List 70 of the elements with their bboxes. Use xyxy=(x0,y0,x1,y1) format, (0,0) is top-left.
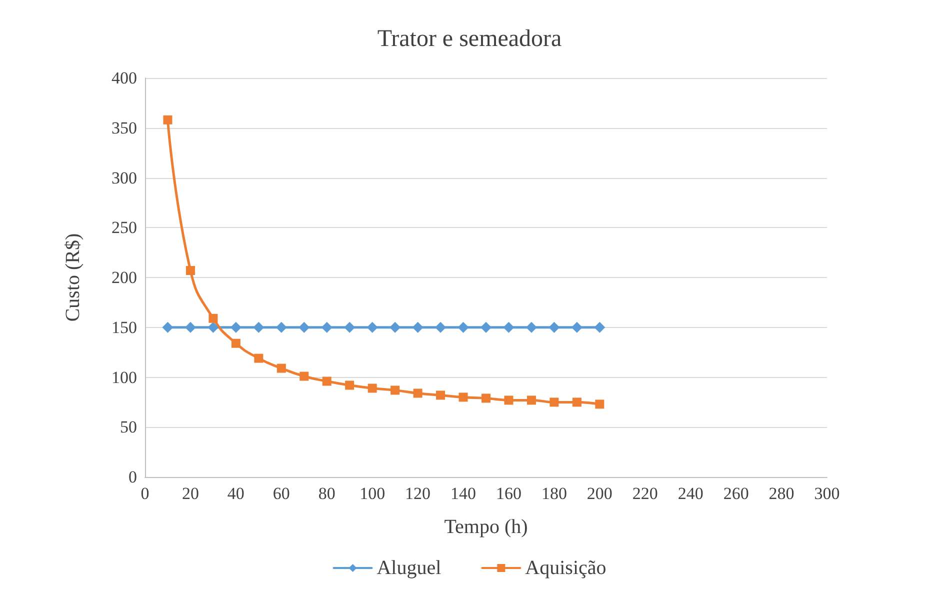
y-tick-label: 150 xyxy=(112,318,137,337)
point xyxy=(572,398,582,407)
point xyxy=(504,396,514,405)
y-axis-title: Custo (R$) xyxy=(62,233,84,322)
point xyxy=(595,400,604,409)
chart-title: Trator e semeadora xyxy=(377,26,562,52)
point xyxy=(366,322,378,333)
point xyxy=(548,322,560,333)
point xyxy=(208,314,218,323)
point xyxy=(458,322,469,333)
x-tick-label: 100 xyxy=(360,484,386,503)
x-tick-label: 40 xyxy=(227,484,244,503)
y-tick-label: 250 xyxy=(112,218,137,238)
legend-label: Aquisição xyxy=(525,557,606,579)
point xyxy=(162,322,174,333)
point xyxy=(344,322,356,333)
point xyxy=(298,322,310,333)
x-tick-label: 300 xyxy=(814,484,840,503)
y-tick-label: 50 xyxy=(120,418,137,437)
point xyxy=(594,322,606,333)
legend-label: Aluguel xyxy=(376,557,442,579)
point xyxy=(390,322,401,333)
point xyxy=(480,322,492,333)
y-tick-label: 400 xyxy=(112,68,137,88)
x-tick-label: 260 xyxy=(723,484,749,503)
x-tick-label: 220 xyxy=(632,484,658,503)
x-tick-label: 120 xyxy=(405,484,431,503)
point xyxy=(276,322,287,333)
point xyxy=(503,322,514,333)
y-tick-label: 100 xyxy=(112,368,137,387)
point xyxy=(368,384,377,393)
x-axis-title: Tempo (h) xyxy=(444,516,528,538)
point xyxy=(276,364,286,373)
point xyxy=(413,388,422,398)
x-tick-label: 280 xyxy=(768,484,794,503)
x-tick-label: 20 xyxy=(182,484,199,503)
point xyxy=(458,392,468,402)
y-tick-label: 350 xyxy=(112,118,137,138)
point xyxy=(390,386,400,395)
x-tick-label: 80 xyxy=(318,484,336,503)
point xyxy=(231,338,240,348)
point xyxy=(163,115,172,124)
point xyxy=(322,376,332,386)
point xyxy=(482,394,490,403)
point xyxy=(253,322,264,333)
point xyxy=(184,322,196,333)
point xyxy=(345,380,354,390)
point xyxy=(300,372,309,381)
y-tick-label: 0 xyxy=(128,468,137,486)
point xyxy=(412,322,424,333)
point xyxy=(435,322,446,333)
point xyxy=(321,322,332,333)
x-tick-label: 0 xyxy=(140,484,150,503)
point xyxy=(230,322,242,333)
point xyxy=(571,322,582,333)
y-tick-label: 300 xyxy=(112,168,137,188)
point xyxy=(526,322,537,333)
x-tick-label: 140 xyxy=(450,484,476,503)
x-tick-label: 60 xyxy=(272,484,290,503)
point xyxy=(186,266,195,276)
point xyxy=(208,322,219,333)
point xyxy=(436,390,446,400)
point xyxy=(254,354,264,363)
point xyxy=(526,396,536,405)
x-tick-label: 160 xyxy=(496,484,522,503)
x-tick-label: 240 xyxy=(678,484,704,503)
x-tick-label: 200 xyxy=(586,484,612,503)
point xyxy=(550,398,559,407)
y-tick-label: 200 xyxy=(112,268,137,287)
x-tick-label: 180 xyxy=(541,484,567,503)
